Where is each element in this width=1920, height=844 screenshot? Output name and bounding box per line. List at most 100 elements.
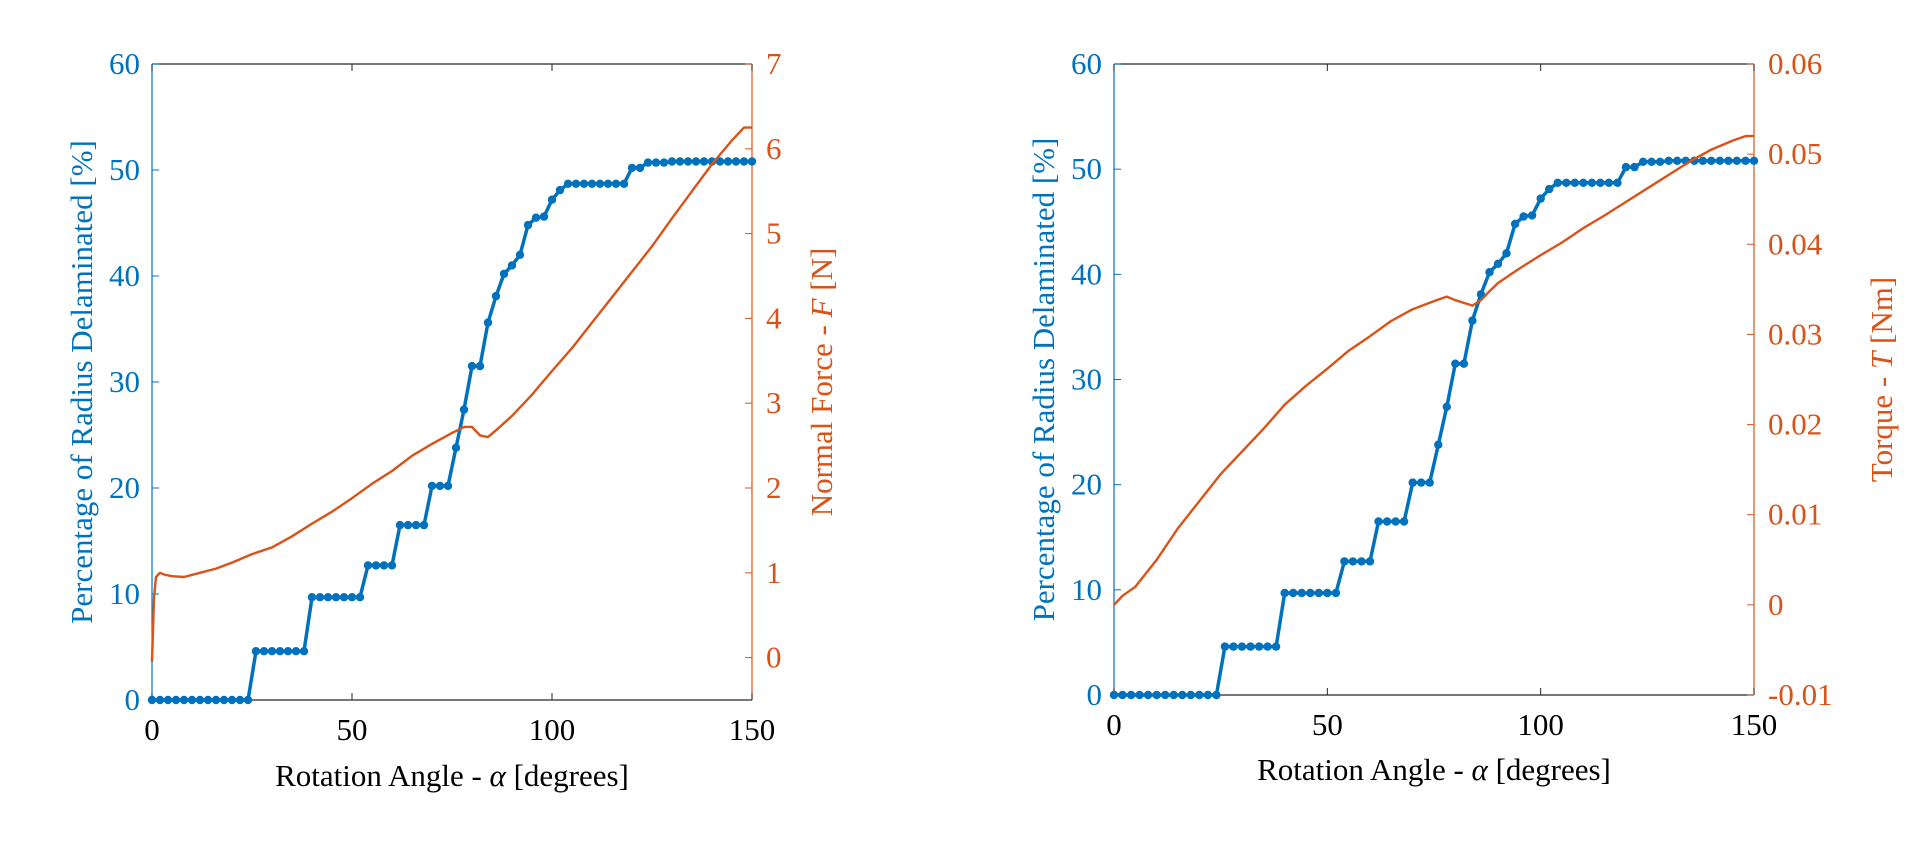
right-y-tick-label: 3 — [766, 385, 782, 420]
left-y-tick-label: 20 — [1071, 467, 1102, 502]
delamination-data-point — [1203, 690, 1213, 700]
delamination-data-point — [1280, 588, 1289, 598]
delamination-data-point — [1297, 588, 1306, 598]
left-y-tick-label: 60 — [109, 46, 140, 81]
delamination-data-point — [283, 647, 293, 656]
delamination-data-point — [491, 291, 501, 301]
delamination-data-point — [1357, 557, 1366, 566]
delamination-data-point — [443, 481, 453, 491]
right-y-tick-label: 1 — [766, 555, 782, 590]
right-y-tick-label: -0.01 — [1768, 677, 1833, 712]
delamination-data-point — [483, 318, 493, 327]
right-y-tick-label: 0.02 — [1768, 407, 1822, 442]
delamination-data-point — [1331, 588, 1341, 598]
delamination-data-point — [331, 593, 341, 602]
delamination-data-point — [275, 647, 285, 656]
delamination-data-point — [579, 179, 589, 188]
x-tick-label: 0 — [1106, 707, 1122, 742]
delamination-data-point — [1434, 440, 1443, 449]
delamination-data-point — [1485, 268, 1494, 277]
delamination-data-point — [1638, 157, 1648, 166]
left-y-axis-title: Percentage of Radius Delaminated [%] — [64, 140, 99, 624]
x-tick-label: 100 — [1517, 707, 1564, 742]
delamination-data-point — [1664, 156, 1673, 165]
delamination-data-point — [1212, 690, 1221, 700]
left-y-tick-label: 20 — [109, 470, 140, 505]
delamination-data-point — [1169, 690, 1178, 700]
delamination-data-point — [1425, 478, 1434, 487]
delamination-data-point — [195, 695, 205, 705]
right-chart-panel: 0 50 100 150 0 10 20 30 40 50 60 -0.01 0 0.01 0.02 0.03… — [1026, 46, 1899, 787]
delamination-data-point — [531, 213, 541, 222]
right-y-tick-label: 0.04 — [1768, 226, 1823, 261]
delamination-data-point — [691, 157, 701, 166]
delamination-data-point — [1724, 156, 1733, 165]
delamination-data-point — [1271, 642, 1281, 651]
right-y-tick-label: 0.06 — [1768, 46, 1822, 81]
delamination-data-point — [659, 158, 669, 167]
right-y-tick-label: 0 — [1768, 587, 1784, 622]
delamination-data-point — [1348, 557, 1358, 566]
delamination-data-point — [1698, 156, 1708, 165]
delamination-data-point — [1399, 517, 1409, 526]
x-tick-label: 0 — [144, 712, 160, 747]
right-y-axis-title: Torque - T [Nm] — [1864, 277, 1899, 482]
delamination-data-point — [1587, 178, 1597, 187]
delamination-data-point — [355, 593, 365, 602]
delamination-data-point — [515, 250, 525, 259]
delamination-data-point — [523, 220, 533, 230]
delamination-data-point — [1365, 557, 1375, 566]
delamination-data-point — [1647, 157, 1656, 166]
delamination-data-point — [307, 593, 317, 602]
delamination-data-point — [1715, 156, 1725, 165]
delamination-data-point — [683, 157, 693, 166]
left-y-tick-label: 60 — [1071, 46, 1102, 81]
x-tick-label: 150 — [729, 712, 776, 747]
delamination-data-point — [451, 443, 461, 452]
delamination-data-point — [1246, 642, 1255, 651]
delamination-data-point — [219, 695, 229, 705]
delamination-data-point — [555, 185, 565, 195]
delamination-data-point — [291, 647, 301, 656]
delamination-data-point — [1306, 588, 1315, 598]
delamination-data-point — [571, 179, 581, 188]
delamination-data-point — [435, 481, 445, 491]
left-y-tick-label: 10 — [1071, 572, 1102, 607]
delamination-data-point — [1604, 178, 1614, 187]
x-tick-label: 50 — [337, 712, 368, 747]
x-tick-label: 50 — [1312, 707, 1343, 742]
delamination-data-point — [1178, 690, 1187, 700]
x-axis-title: Rotation Angle - α [degrees] — [275, 758, 629, 793]
delamination-data-point — [1143, 690, 1153, 700]
delamination-data-point — [1254, 642, 1264, 651]
delamination-data-point — [1152, 690, 1161, 700]
delamination-data-point — [339, 593, 349, 602]
delamination-data-point — [323, 593, 333, 602]
right-y-tick-label: 0.05 — [1768, 136, 1822, 171]
delamination-data-point — [1621, 162, 1631, 172]
x-tick-label: 150 — [1731, 707, 1778, 742]
delamination-data-point — [203, 695, 213, 705]
right-y-tick-label: 0 — [766, 640, 782, 675]
delamination-data-point — [539, 212, 549, 221]
delamination-series-line — [1114, 159, 1754, 697]
delamination-data-point — [563, 179, 573, 188]
delamination-data-point — [731, 157, 741, 166]
delamination-data-point — [1374, 517, 1383, 526]
delamination-data-point — [147, 695, 157, 705]
delamination-data-point — [1468, 316, 1477, 325]
delamination-data-point — [419, 520, 429, 530]
delamination-data-point — [315, 593, 325, 602]
delamination-data-point — [267, 647, 277, 656]
left-y-tick-label: 30 — [109, 364, 140, 399]
delamination-data-point — [1161, 690, 1170, 700]
right-y-tick-label: 0.03 — [1768, 316, 1822, 351]
delamination-data-point — [747, 157, 757, 166]
delamination-data-point — [1417, 478, 1426, 487]
delamination-data-point — [1323, 588, 1332, 598]
delamination-data-point — [1502, 249, 1511, 258]
delamination-data-point — [1707, 156, 1716, 165]
delamination-data-point — [499, 269, 509, 279]
delamination-data-point — [667, 157, 677, 166]
delamination-data-point — [1741, 156, 1750, 165]
